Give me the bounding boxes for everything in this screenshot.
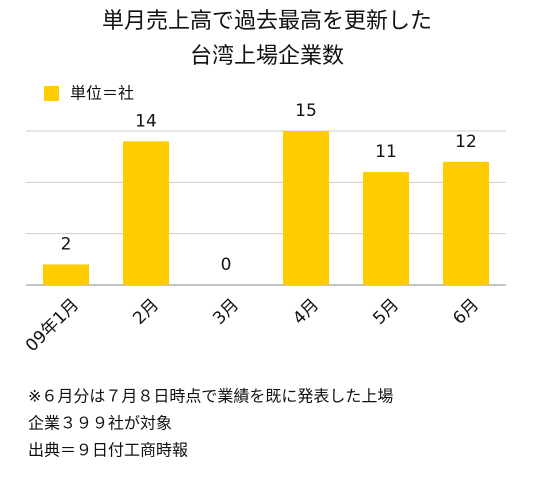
bar xyxy=(443,161,489,285)
x-tick-label: 09年1月 xyxy=(22,295,83,356)
x-tick-label: 5月 xyxy=(369,295,403,329)
bar xyxy=(123,141,169,285)
x-tick-label: 2月 xyxy=(129,295,163,329)
data-label: 11 xyxy=(375,142,397,162)
chart-title: 単月売上高で過去最高を更新した xyxy=(102,9,432,34)
bar xyxy=(283,131,329,285)
legend-label: 単位＝社 xyxy=(70,84,134,103)
note: 出典＝９日付工商時報 xyxy=(28,441,188,460)
data-label: 15 xyxy=(295,101,317,121)
note: 企業３９９社が対象 xyxy=(28,414,172,433)
x-tick-label: 4月 xyxy=(289,295,323,329)
note: ※６月分は７月８日時点で業績を既に発表した上場 xyxy=(28,387,393,406)
legend-swatch xyxy=(44,86,59,101)
data-label: 12 xyxy=(455,132,477,152)
x-tick-label: 6月 xyxy=(449,295,483,329)
data-label: 0 xyxy=(221,255,232,275)
data-label: 14 xyxy=(135,111,157,131)
chart-title: 台湾上場企業数 xyxy=(190,44,344,69)
bar xyxy=(43,264,89,285)
x-tick-label: 3月 xyxy=(209,295,243,329)
data-label: 2 xyxy=(61,234,72,254)
bar xyxy=(363,172,409,285)
